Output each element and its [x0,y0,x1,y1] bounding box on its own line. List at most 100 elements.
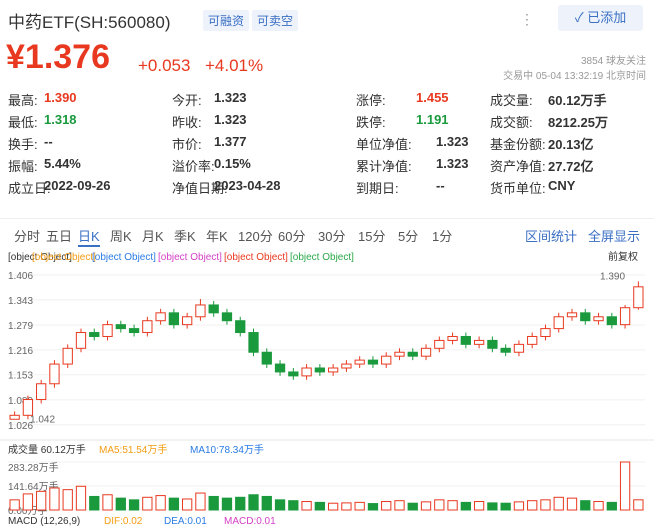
volume-bar [460,501,471,511]
tab[interactable]: 1分 [432,229,453,244]
candle-body [420,347,432,357]
stat-label: 基金份额: [490,137,546,152]
volume-bar [619,461,631,511]
volume-bar [208,495,219,511]
stat-label: 成交量: [490,93,533,108]
stat-label: 货币单位: [490,181,546,196]
candle-body [327,367,339,373]
y-tick-label: 1.279 [8,321,33,332]
tab[interactable]: 季K [174,229,196,244]
volume-bar [327,502,339,511]
volume-bar [354,501,365,511]
tab[interactable]: 月K [142,229,164,244]
volume-bar [367,503,379,511]
stat-label: 最高: [8,93,38,108]
candle-body [381,355,392,365]
volume-bar [36,490,47,511]
y-tick-label: 1.026 [8,421,33,432]
macd-legend: DIF:0.02 [104,516,143,527]
stat-value: 60.12万手 [548,93,607,108]
volume-bar [274,499,286,511]
stat-value: CNY [548,178,576,193]
tab[interactable]: 日K [78,226,100,247]
stat-value: 1.377 [214,134,247,149]
macd-legend: DEA:0.01 [164,516,207,527]
adjust: 前复权 [608,250,638,263]
candle-body [36,383,47,401]
volume-bar [527,500,538,511]
candle-body [407,351,418,357]
change: +0.053 [138,56,191,75]
volume-bar [540,499,551,511]
candle-body [288,371,299,377]
stat-value: 1.390 [44,90,77,105]
y-tick-label: 1.216 [8,346,33,357]
volume-bar [434,499,445,511]
stat-value: 1.323 [214,90,247,105]
stat-value: -- [436,178,445,193]
candle-body [182,316,193,326]
stat-value: 1.323 [436,134,469,149]
candle-body [460,335,471,345]
candle-body [301,367,312,377]
stat-label: 涨停: [356,93,386,108]
volume-legend: MA5:51.54万手 [99,443,167,456]
volume-bar [89,495,100,511]
tag[interactable]: 可卖空 [252,10,299,31]
candle-body [580,312,591,322]
candle-body [22,399,34,416]
candle-body [553,316,564,330]
candle-body [155,312,166,322]
candle-body [487,339,498,349]
volume-legend: 成交量 60.12万手 [8,443,86,456]
macd-legend: MACD (12,26,9) [8,516,80,527]
tab[interactable]: 周K [110,229,132,244]
tab-action[interactable]: 区间统计 [525,229,578,244]
tab[interactable]: 5分 [398,229,419,244]
change-pct: +4.01% [205,56,264,75]
candle-body [500,347,511,353]
volume-bar [128,499,140,511]
tab[interactable]: 五日 [46,229,73,244]
volume-bar [248,494,259,511]
volume-bar [9,499,20,511]
tab[interactable]: 分时 [14,229,41,244]
divider [0,218,654,219]
follow-text[interactable]: 已添加 [587,10,627,25]
volume-bar [288,500,299,511]
tab-action[interactable]: 全屏显示 [588,229,641,244]
tag[interactable]: 可融资 [203,10,250,31]
candle-body [513,343,525,353]
tab[interactable]: 120分 [238,229,273,244]
volume-bar [487,502,498,511]
ma-legend: [object Object] [8,252,72,263]
stat-label: 换手: [8,137,38,152]
candle-body [527,335,538,345]
ma-legend: [object Object] [290,252,354,263]
ma-legend: [object Object] [32,252,96,263]
stat-label: 今开: [172,93,202,108]
tab[interactable]: 30分 [318,229,346,244]
volume-bar [580,500,591,511]
volume-bar [49,487,60,511]
min-label: 1.042 [30,414,55,425]
volume-bar [195,492,206,511]
volume-bar [473,501,485,511]
candle-body [115,324,126,330]
tab[interactable]: 年K [206,229,228,244]
candle-body [473,339,485,345]
volume-bar [513,501,525,511]
candle-body [566,312,578,318]
candle-body [540,328,551,337]
volume-bar [142,496,153,511]
stat-label: 净值日期: [172,181,228,196]
tab[interactable]: 60分 [278,229,306,244]
more-icon[interactable]: ⋮ [520,11,534,27]
follow-button[interactable]: ✓ 已添加 [558,5,643,31]
ma-legend: [object Object] [158,252,222,263]
volume-bar [301,501,312,511]
volume-bar [606,501,617,511]
tab[interactable]: 15分 [358,229,386,244]
stat-label: 最低: [8,115,38,130]
